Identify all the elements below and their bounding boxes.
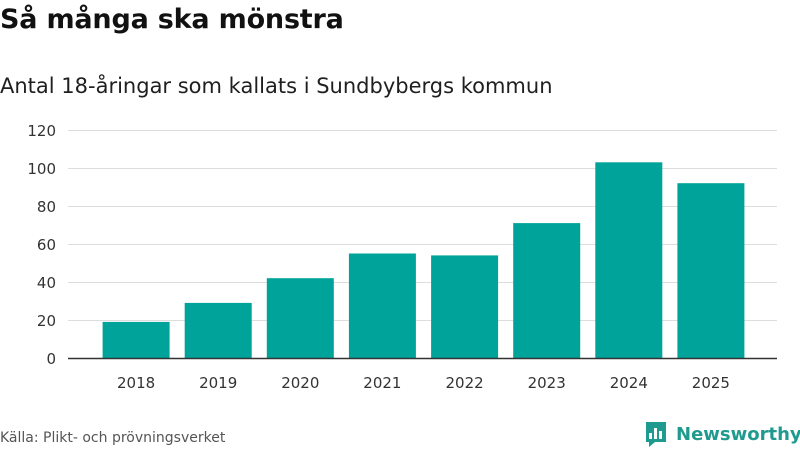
y-tick-label: 80: [37, 198, 56, 216]
x-axis-ticks: 2018 2019 2020 2021 2022 2023 2024 2025: [68, 357, 777, 392]
y-tick-label: 0: [46, 350, 56, 368]
bar-2022[interactable]: [431, 255, 499, 358]
bar-2019[interactable]: [184, 302, 252, 358]
brand-logo[interactable]: Newsworthy: [644, 420, 800, 448]
chart-title: Så många ska mönstra: [0, 4, 344, 35]
bar-2018[interactable]: [102, 321, 170, 358]
x-tick-label: 2024: [610, 374, 648, 392]
y-tick-label: 120: [27, 122, 56, 140]
bar-2023[interactable]: [513, 223, 581, 358]
y-tick-label: 60: [37, 236, 56, 254]
x-tick-label: 2020: [281, 374, 319, 392]
brand-name: Newsworthy: [676, 423, 800, 445]
bar-2024[interactable]: [595, 162, 663, 358]
x-tick-label: 2025: [692, 374, 730, 392]
bar-2021[interactable]: [348, 253, 416, 359]
x-tick-label: 2022: [446, 374, 484, 392]
chart-subtitle: Antal 18-åringar som kallats i Sundbyber…: [0, 74, 553, 98]
newsworthy-logo-icon: [646, 422, 666, 447]
x-tick-label: 2021: [363, 374, 401, 392]
bars: [102, 162, 745, 359]
grid-lines: [68, 130, 777, 321]
x-tick-label: 2023: [528, 374, 566, 392]
y-axis-ticks: 0 20 40 60 80 100 120: [27, 122, 56, 368]
x-tick-label: 2019: [199, 374, 237, 392]
y-tick-label: 20: [37, 312, 56, 330]
source-note: Källa: Plikt- och prövningsverket: [0, 430, 226, 446]
bar-2025[interactable]: [677, 183, 745, 358]
y-tick-label: 40: [37, 274, 56, 292]
bar-2020[interactable]: [266, 278, 334, 358]
y-tick-label: 100: [27, 160, 56, 178]
x-tick-label: 2018: [117, 374, 155, 392]
